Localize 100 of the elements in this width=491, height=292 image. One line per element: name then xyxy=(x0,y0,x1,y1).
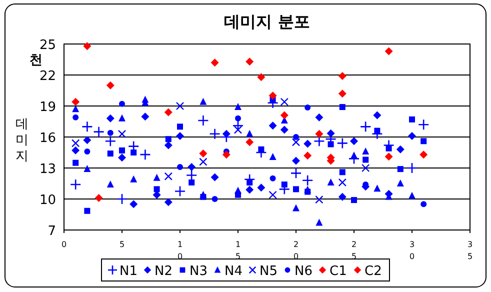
point xyxy=(336,138,348,149)
point xyxy=(84,208,90,214)
y-tick-label: 22 xyxy=(39,69,56,84)
point xyxy=(326,129,335,138)
point xyxy=(130,200,138,208)
y-tick-label: 19 xyxy=(39,100,56,115)
legend-label: C1 xyxy=(330,264,347,279)
point xyxy=(164,108,172,116)
point xyxy=(186,170,198,181)
point xyxy=(257,73,266,82)
point xyxy=(94,194,103,202)
point xyxy=(200,98,207,105)
point xyxy=(246,58,254,66)
point xyxy=(304,104,311,111)
point xyxy=(362,164,370,172)
legend-label: N2 xyxy=(154,264,172,279)
point xyxy=(209,128,220,140)
point xyxy=(339,104,346,110)
legend-label: C2 xyxy=(364,264,382,279)
point xyxy=(72,139,80,148)
legend-label: N6 xyxy=(294,264,312,279)
legend-label: N5 xyxy=(260,264,278,279)
point xyxy=(246,138,254,146)
point xyxy=(84,165,91,172)
point xyxy=(232,120,244,132)
point xyxy=(418,118,430,130)
point xyxy=(315,195,324,204)
point xyxy=(374,128,380,134)
point xyxy=(327,178,334,186)
point xyxy=(339,169,346,176)
legend-label: N3 xyxy=(190,264,208,279)
point xyxy=(104,135,116,147)
point xyxy=(420,201,427,208)
point xyxy=(212,196,218,202)
point xyxy=(164,141,172,150)
point xyxy=(338,178,346,187)
point xyxy=(408,132,416,140)
point xyxy=(107,130,114,136)
point xyxy=(83,136,92,144)
point xyxy=(188,179,195,186)
point xyxy=(328,141,334,148)
point xyxy=(397,166,404,172)
point xyxy=(384,47,393,56)
x-tick-label: 3 5 xyxy=(467,240,473,261)
text: 천 xyxy=(30,53,42,68)
point xyxy=(338,90,346,98)
point xyxy=(176,102,184,110)
point xyxy=(351,197,357,204)
point xyxy=(234,103,242,110)
point xyxy=(281,182,288,188)
y-tick-label: 25 xyxy=(39,38,56,53)
point xyxy=(82,121,93,132)
point xyxy=(360,121,372,132)
point xyxy=(293,134,299,140)
point xyxy=(280,111,288,120)
y-tick-label: 10 xyxy=(39,193,56,208)
point xyxy=(258,146,264,152)
y-tick-label: 16 xyxy=(39,131,56,146)
point xyxy=(315,130,324,138)
point xyxy=(373,111,382,120)
point xyxy=(420,138,427,144)
point xyxy=(270,175,276,182)
point xyxy=(93,126,104,138)
point xyxy=(118,154,126,162)
point xyxy=(140,148,151,160)
point xyxy=(338,72,346,80)
point xyxy=(200,190,207,198)
point xyxy=(106,180,114,188)
point xyxy=(177,124,183,130)
point xyxy=(130,150,137,156)
point xyxy=(374,184,381,192)
point xyxy=(268,190,277,199)
point xyxy=(164,198,172,206)
y-tick-label: 13 xyxy=(39,162,56,177)
point xyxy=(420,150,428,159)
point xyxy=(70,178,82,190)
point xyxy=(176,132,184,140)
point xyxy=(210,173,219,182)
point xyxy=(118,114,126,122)
point xyxy=(246,186,254,194)
point xyxy=(198,114,209,126)
point xyxy=(72,105,80,112)
point xyxy=(292,156,300,165)
y-tick-label: 7 xyxy=(48,224,56,239)
point xyxy=(141,112,150,121)
point xyxy=(350,137,358,146)
point xyxy=(292,204,300,212)
point xyxy=(338,192,346,201)
point xyxy=(199,150,208,158)
point xyxy=(235,115,241,122)
point xyxy=(177,164,183,170)
point xyxy=(72,160,79,166)
point xyxy=(280,126,288,134)
point xyxy=(164,172,172,180)
x-tick-label: 0 xyxy=(61,240,67,249)
legend-label: N1 xyxy=(120,264,138,279)
point xyxy=(406,162,418,174)
point xyxy=(396,180,404,186)
point xyxy=(268,122,277,130)
point xyxy=(304,186,312,193)
